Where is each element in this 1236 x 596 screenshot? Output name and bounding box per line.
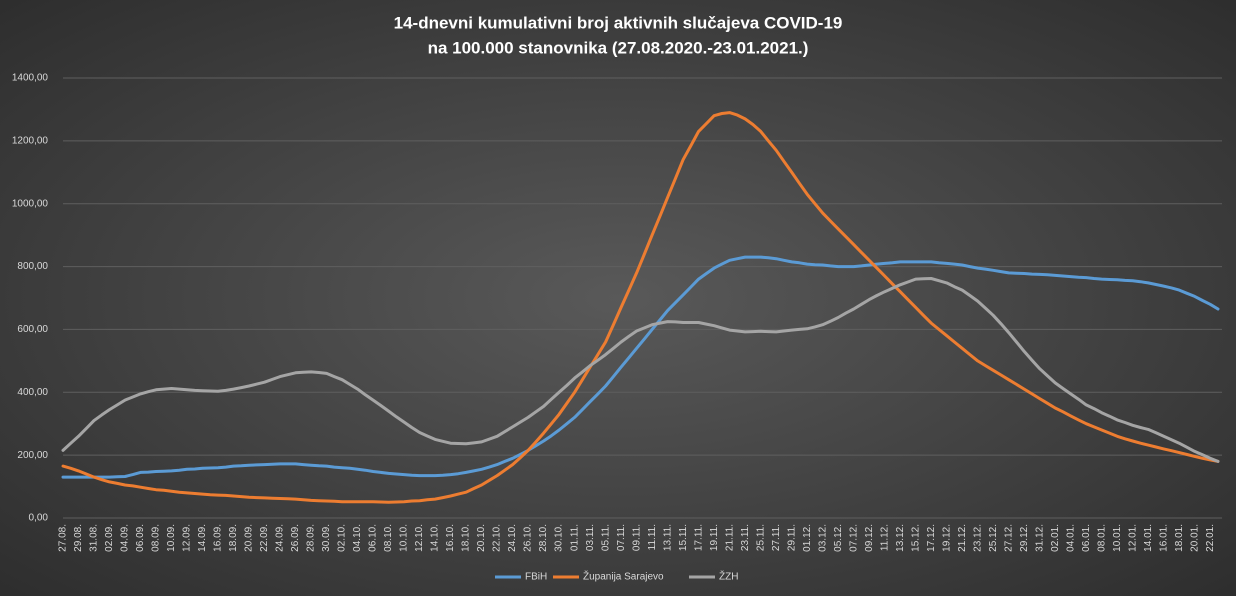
x-tick-label: 05.12. (833, 524, 844, 552)
x-tick-label: 29.12. (1019, 524, 1030, 552)
x-tick-label: 28.10. (538, 524, 549, 552)
x-tick-label: 27.12. (1003, 524, 1014, 552)
x-tick-label: 08.10. (383, 524, 394, 552)
x-tick-label: 27.08. (58, 524, 69, 552)
series-line (61, 277, 1220, 463)
x-tick-label: 24.09. (275, 524, 286, 552)
x-tick-label: 13.11. (662, 524, 673, 551)
x-tick-label: 06.01. (1081, 524, 1092, 552)
x-tick-label: 10.01. (1112, 524, 1123, 552)
x-tick-label: 09.11. (631, 524, 642, 551)
y-tick-label: 1400,00 (12, 73, 49, 84)
y-tick-label: 800,00 (17, 261, 48, 272)
x-tick-label: 31.08. (89, 524, 100, 552)
series-line (61, 255, 1220, 479)
x-tick-label: 27.11. (771, 524, 782, 551)
legend-label: Županija Sarajevo (583, 570, 664, 583)
x-tick-label: 16.10. (445, 524, 456, 552)
x-tick-label: 15.12. (910, 524, 921, 552)
x-tick-label: 13.12. (895, 524, 906, 552)
x-tick-label: 08.09. (151, 524, 162, 552)
x-tick-label: 30.09. (321, 524, 332, 552)
x-tick-label: 04.10. (352, 524, 363, 552)
x-tick-label: 15.11. (678, 524, 689, 551)
legend-label: FBiH (525, 572, 547, 583)
x-tick-label: 26.09. (290, 524, 301, 552)
x-tick-label: 05.11. (600, 524, 611, 551)
x-tick-label: 03.12. (817, 524, 828, 552)
chart-title: 14-dnevni kumulativni broj aktivnih sluč… (394, 13, 843, 32)
x-tick-label: 20.09. (244, 524, 255, 552)
x-tick-label: 12.10. (414, 524, 425, 552)
y-tick-label: 0,00 (29, 513, 49, 524)
y-tick-label: 400,00 (17, 387, 48, 398)
x-tick-label: 07.12. (848, 524, 859, 552)
x-tick-label: 18.09. (228, 524, 239, 552)
x-tick-label: 14.09. (197, 524, 208, 552)
y-tick-label: 1200,00 (12, 135, 49, 146)
x-tick-label: 28.09. (306, 524, 317, 552)
x-tick-label: 22.09. (259, 524, 270, 552)
x-tick-label: 12.09. (182, 524, 193, 552)
x-tick-label: 24.10. (507, 524, 518, 552)
x-tick-label: 20.01. (1189, 524, 1200, 552)
x-tick-label: 18.01. (1174, 524, 1185, 552)
x-tick-label: 04.09. (120, 524, 131, 552)
x-tick-label: 17.12. (926, 524, 937, 552)
x-tick-label: 16.09. (213, 524, 224, 552)
x-tick-label: 19.12. (941, 524, 952, 552)
x-tick-label: 02.10. (337, 524, 348, 552)
x-tick-label: 18.10. (461, 524, 472, 552)
x-tick-label: 01.12. (802, 524, 813, 552)
x-tick-label: 19.11. (709, 524, 720, 551)
x-tick-label: 21.12. (957, 524, 968, 552)
x-tick-label: 04.01. (1065, 524, 1076, 552)
x-tick-label: 25.12. (988, 524, 999, 552)
x-tick-label: 20.10. (476, 524, 487, 552)
x-tick-label: 10.10. (399, 524, 410, 552)
x-tick-label: 11.12. (879, 524, 890, 551)
x-tick-label: 22.01. (1205, 524, 1216, 552)
x-tick-label: 10.09. (166, 524, 177, 552)
x-tick-label: 16.01. (1158, 524, 1169, 552)
x-tick-label: 14.01. (1143, 524, 1154, 552)
x-tick-label: 29.11. (786, 524, 797, 551)
y-tick-label: 600,00 (17, 324, 48, 335)
x-tick-label: 03.11. (585, 524, 596, 551)
x-tick-label: 06.09. (135, 524, 146, 552)
x-tick-label: 06.10. (368, 524, 379, 552)
x-tick-label: 11.11. (647, 524, 658, 550)
x-tick-label: 26.10. (523, 524, 534, 552)
series-line (61, 111, 1220, 504)
x-tick-label: 07.11. (616, 524, 627, 551)
x-tick-label: 17.11. (693, 524, 704, 551)
x-tick-label: 30.10. (554, 524, 565, 552)
y-tick-label: 200,00 (17, 450, 48, 461)
x-tick-label: 29.08. (73, 524, 84, 552)
x-tick-label: 12.01. (1127, 524, 1138, 552)
x-tick-label: 14.10. (430, 524, 441, 552)
x-tick-label: 08.01. (1096, 524, 1107, 552)
x-tick-label: 21.11. (724, 524, 735, 551)
x-tick-label: 23.12. (972, 524, 983, 552)
x-tick-label: 22.10. (492, 524, 503, 552)
x-tick-label: 02.09. (104, 524, 115, 552)
y-tick-label: 1000,00 (12, 198, 49, 209)
x-tick-label: 23.11. (740, 524, 751, 551)
chart-title: na 100.000 stanovnika (27.08.2020.-23.01… (428, 38, 809, 57)
legend-label: ŽZH (719, 570, 738, 583)
x-tick-label: 01.11. (569, 524, 580, 551)
x-tick-label: 31.12. (1034, 524, 1045, 552)
x-tick-label: 09.12. (864, 524, 875, 552)
x-tick-label: 25.11. (755, 524, 766, 551)
x-tick-label: 02.01. (1050, 524, 1061, 552)
